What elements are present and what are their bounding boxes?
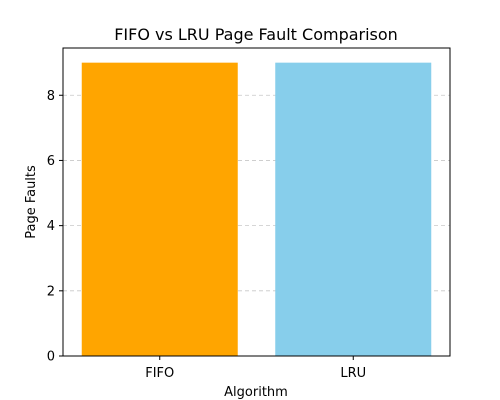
y-tick-label: 6 [47,154,55,169]
y-tick-label: 2 [47,284,55,299]
y-tick-label: 8 [47,89,55,104]
x-axis-title: Algorithm [224,385,288,400]
x-axis-ticks: FIFO LRU [145,356,366,381]
bar-fifo [81,62,238,357]
bars [81,62,432,357]
chart-title: FIFO vs LRU Page Fault Comparison [114,25,398,44]
x-tick-label: LRU [340,366,366,381]
x-tick-label: FIFO [145,366,174,381]
bar-lru [275,62,432,357]
plot-frame [62,47,451,357]
y-axis-ticks: 0 2 4 6 8 [47,89,63,365]
y-tick-label: 4 [47,219,55,234]
y-tick-label: 0 [47,350,55,365]
y-axis-title: Page Faults [24,165,39,239]
